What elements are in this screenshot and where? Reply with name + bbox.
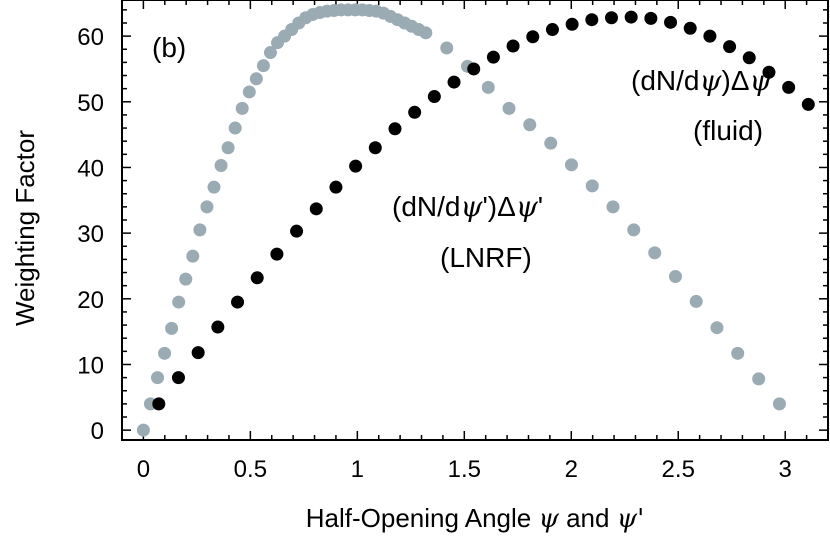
fluid-point <box>664 15 678 29</box>
lnrf-point <box>419 26 433 40</box>
fluid-point <box>309 202 323 216</box>
fluid-label: (fluid) <box>693 115 763 146</box>
lnrf-point <box>668 269 682 283</box>
y-tick-labels: 0 10 20 30 40 50 60 <box>77 24 104 445</box>
lnrf-point <box>249 72 263 86</box>
y-tick-label: 40 <box>77 155 104 182</box>
fluid-point <box>467 62 481 76</box>
y-axis-title: Weighting Factor <box>10 130 40 326</box>
fluid-point <box>447 75 461 89</box>
fluid-point <box>585 13 599 27</box>
fluid-point <box>329 180 343 194</box>
fluid-point <box>526 30 540 44</box>
lnrf-point <box>772 397 786 411</box>
fluid-point <box>171 371 185 385</box>
fluid-point <box>270 247 284 261</box>
fluid-point <box>152 397 166 411</box>
lnrf-point <box>214 158 228 172</box>
lnrf-point <box>235 101 249 115</box>
fluid-point <box>506 39 520 53</box>
x-tick-label: 0.5 <box>234 456 267 483</box>
lnrf-point <box>606 200 620 214</box>
lnrf-point <box>221 141 235 155</box>
lnrf-formula: (dN/dψ')Δψ' <box>392 190 543 223</box>
fluid-point <box>742 51 756 65</box>
fluid-point <box>486 50 500 64</box>
y-tick-label: 30 <box>77 221 104 248</box>
fluid-point <box>644 11 658 25</box>
fluid-point <box>368 141 382 155</box>
lnrf-point <box>627 223 641 237</box>
fluid-point <box>191 346 205 360</box>
fluid-point <box>388 122 402 136</box>
x-tick-label: 1 <box>351 456 364 483</box>
lnrf-point <box>502 101 516 115</box>
fluid-point <box>565 17 579 31</box>
fluid-point <box>683 21 697 35</box>
fluid-point <box>624 10 638 24</box>
fluid-point <box>427 90 441 104</box>
panel-label: (b) <box>152 32 186 63</box>
y-tick-label: 50 <box>77 90 104 117</box>
lnrf-point <box>689 294 703 308</box>
lnrf-point <box>136 423 150 437</box>
fluid-point <box>349 159 363 173</box>
fluid-point <box>782 80 796 94</box>
lnrf-point <box>710 321 724 335</box>
lnrf-point <box>481 80 495 94</box>
y-tick-label: 60 <box>77 24 104 51</box>
fluid-point <box>762 65 776 79</box>
x-tick-label: 2 <box>565 456 578 483</box>
lnrf-point <box>186 249 200 263</box>
fluid-point <box>703 29 717 43</box>
x-tick-label: 2.5 <box>662 456 695 483</box>
lnrf-point <box>158 346 172 360</box>
lnrf-point <box>193 223 207 237</box>
lnrf-point <box>440 41 454 55</box>
lnrf-point <box>151 371 165 385</box>
fluid-point <box>250 271 264 285</box>
fluid-formula: (dN/dψ)Δψ <box>631 64 772 97</box>
series-lnrf <box>136 3 786 437</box>
lnrf-point <box>200 200 214 214</box>
lnrf-point <box>172 295 186 309</box>
x-tick-label: 0 <box>137 456 150 483</box>
lnrf-point <box>585 179 599 193</box>
lnrf-point <box>165 321 179 335</box>
fluid-point <box>604 11 618 25</box>
lnrf-point <box>242 85 256 99</box>
lnrf-label: (LNRF) <box>440 242 532 273</box>
lnrf-point <box>523 118 537 132</box>
fluid-point <box>545 23 559 37</box>
y-tick-label: 10 <box>77 352 104 379</box>
fluid-point <box>408 105 422 119</box>
lnrf-point <box>207 180 221 194</box>
x-tick-label: 3 <box>779 456 792 483</box>
lnrf-point <box>752 372 766 386</box>
series-fluid <box>152 10 815 411</box>
fluid-point <box>211 320 225 334</box>
lnrf-point <box>648 246 662 260</box>
lnrf-point <box>731 346 745 360</box>
fluid-point <box>723 40 737 54</box>
y-tick-label: 20 <box>77 287 104 314</box>
lnrf-point <box>256 59 270 73</box>
lnrf-point <box>228 121 242 135</box>
lnrf-point <box>263 46 277 60</box>
lnrf-point <box>179 272 193 286</box>
x-axis-title: Half-Opening Angle ψ and ψ' <box>306 503 644 534</box>
lnrf-point <box>564 158 578 172</box>
fluid-point <box>801 97 815 111</box>
fluid-point <box>231 295 245 309</box>
fluid-point <box>290 224 304 238</box>
x-tick-labels: 0 0.5 1 1.5 2 2.5 3 <box>137 456 792 483</box>
lnrf-point <box>544 136 558 150</box>
x-tick-label: 1.5 <box>448 456 481 483</box>
y-tick-label: 0 <box>91 418 104 445</box>
